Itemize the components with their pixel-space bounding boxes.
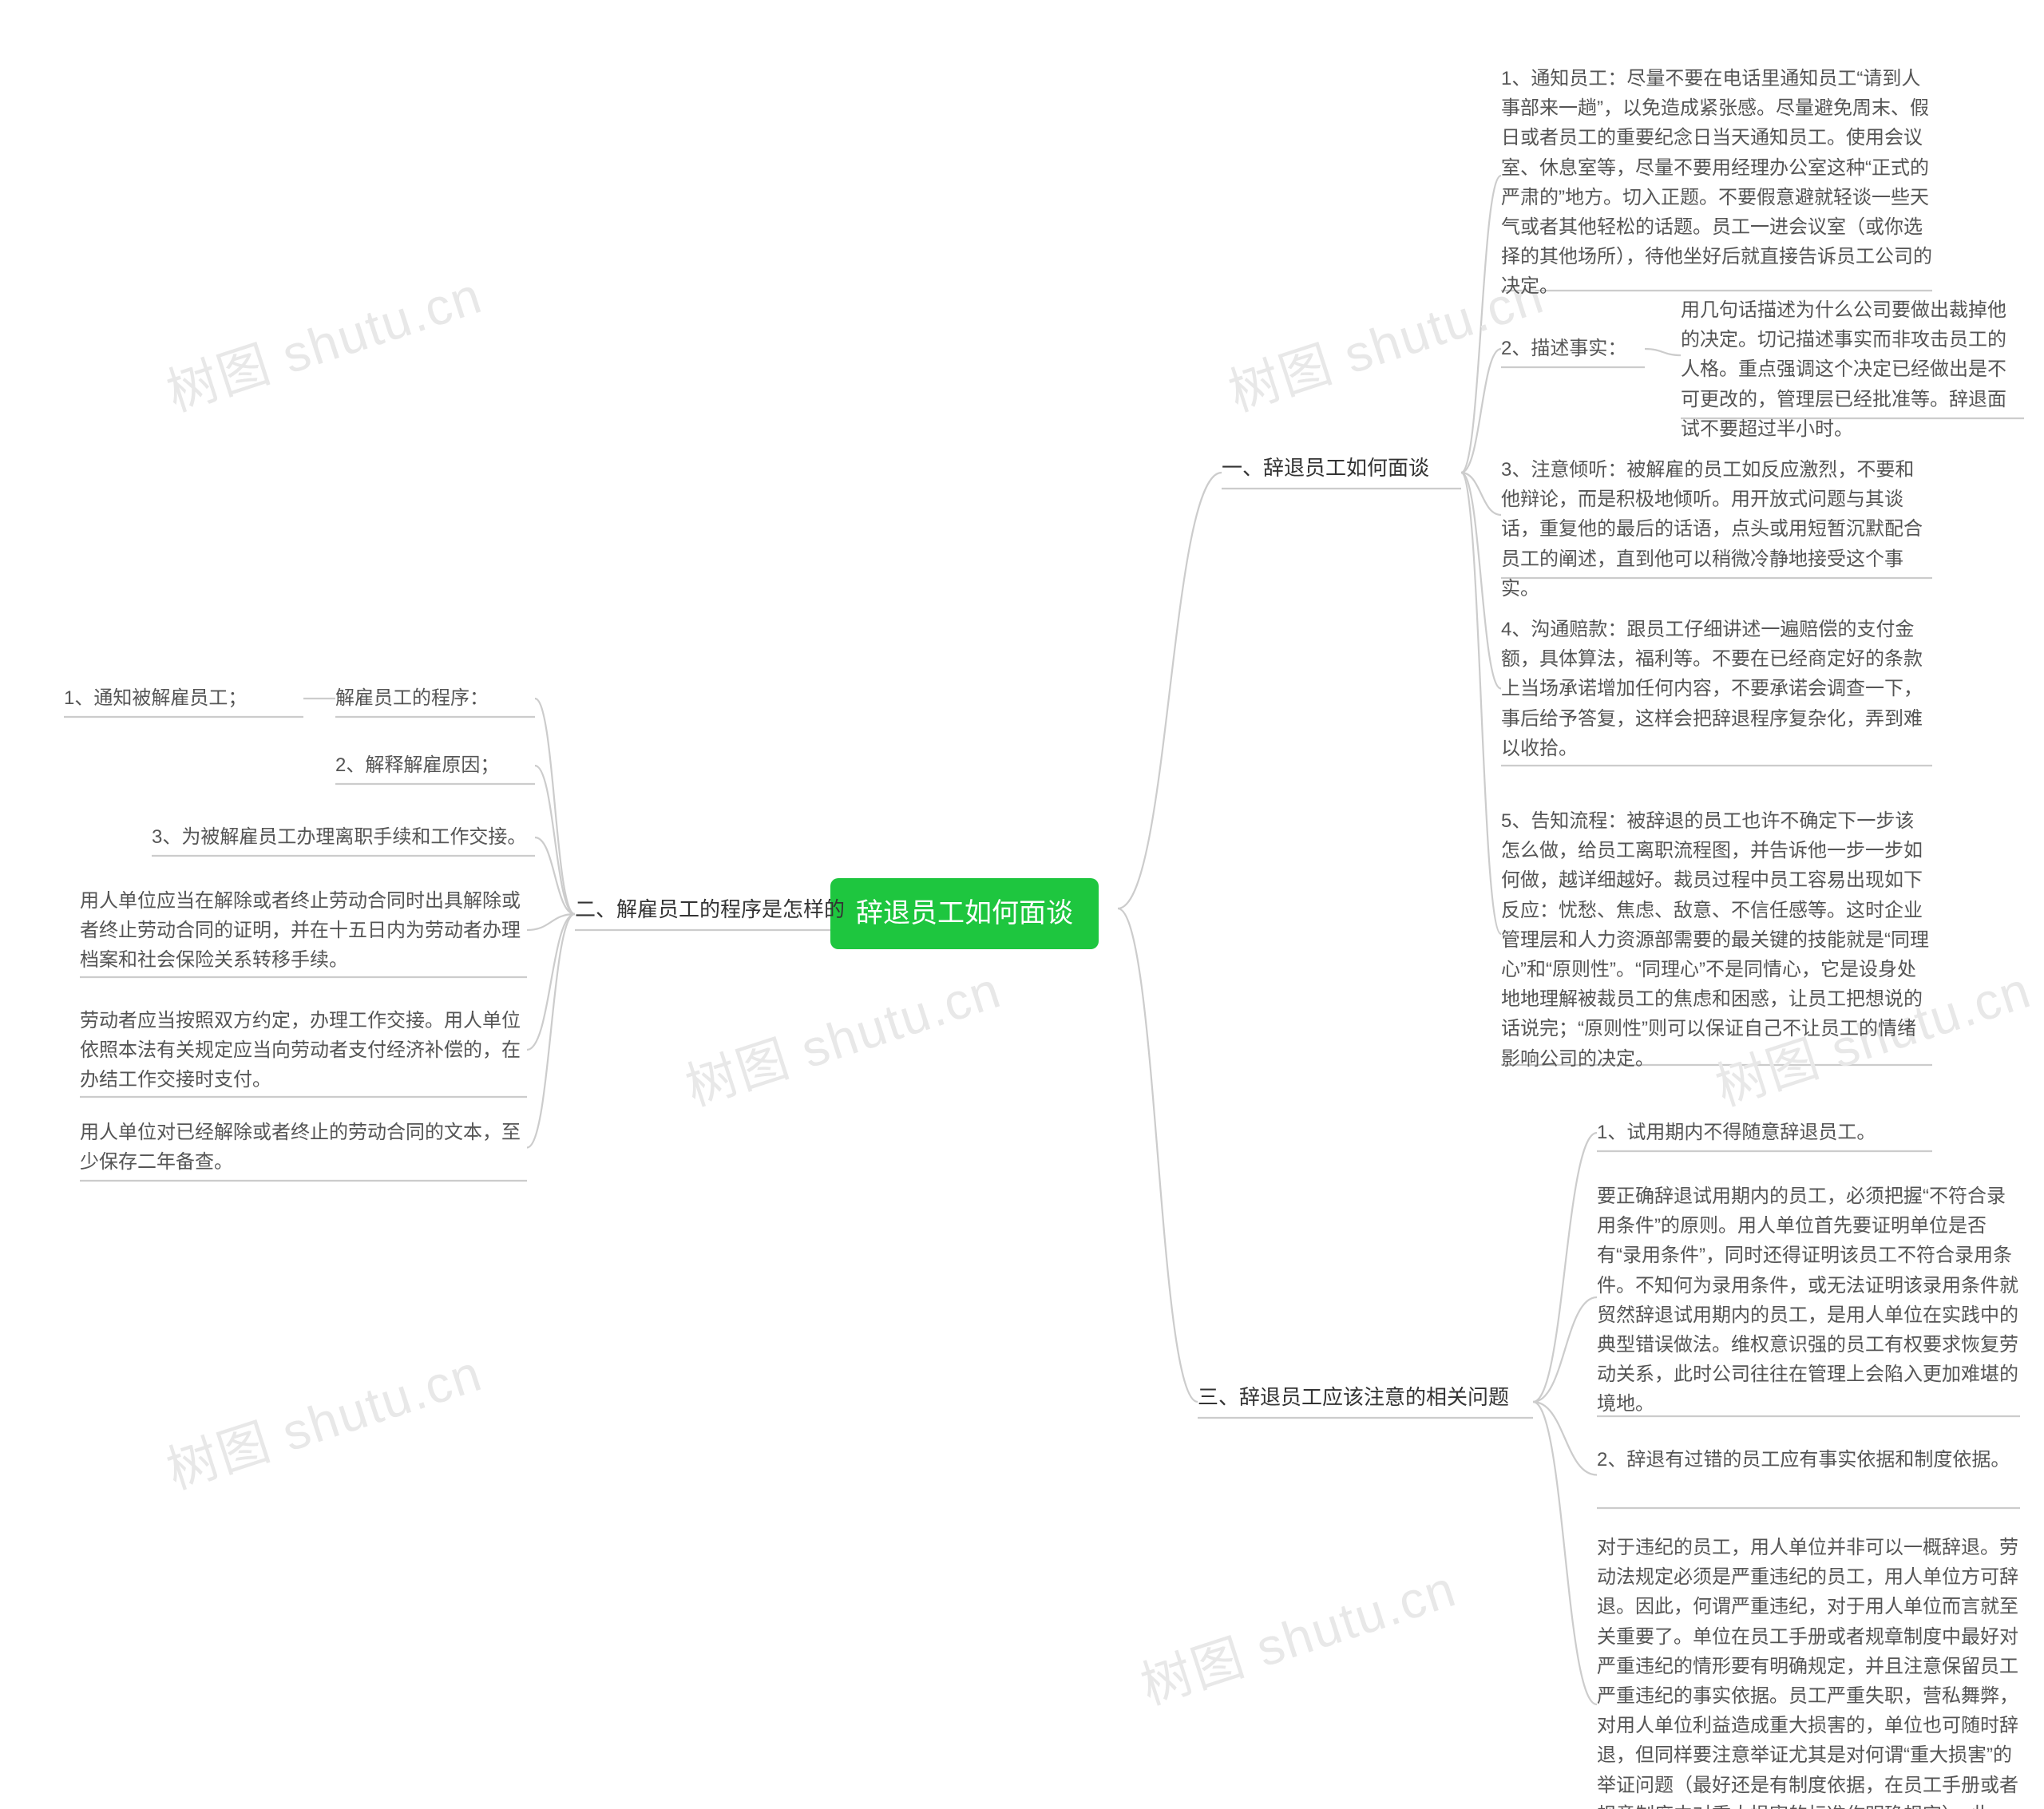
center-node: 辞退员工如何面谈 <box>830 878 1099 949</box>
watermark: 树图 shutu.cn <box>1131 1548 1464 1719</box>
leaf-b1c4: 4、沟通赔款：跟员工仔细讲述一遍赔偿的支付金额，具体算法，福利等。不要在已经商定… <box>1501 615 1932 763</box>
leaf-b1c1: 1、通知员工：尽量不要在电话里通知员工“请到人事部来一趟”，以免造成紧张感。尽量… <box>1501 64 1932 302</box>
leaf-b2c4: 用人单位应当在解除或者终止劳动合同时出具解除或者终止劳动合同的证明，并在十五日内… <box>80 886 527 976</box>
leaf-b2c2: 2、解释解雇原因； <box>335 750 535 780</box>
leaf-b1c2a: 用几句话描述为什么公司要做出裁掉他的决定。切记描述事实而非攻击员工的人格。重点强… <box>1681 295 2024 444</box>
leaf-b3c1: 1、试用期内不得随意辞退员工。 <box>1597 1118 1932 1147</box>
leaf-b1c2: 2、描述事实： <box>1501 334 1645 363</box>
leaf-b3c2: 要正确辞退试用期内的员工，必须把握“不符合录用条件”的原则。用人单位首先要证明单… <box>1597 1182 2020 1419</box>
branch-b2: 二、解雇员工的程序是怎样的 <box>575 893 862 925</box>
leaf-b2c3: 3、为被解雇员工办理离职手续和工作交接。 <box>152 822 535 852</box>
leaf-b2c6: 用人单位对已经解除或者终止的劳动合同的文本，至少保存二年备查。 <box>80 1118 527 1177</box>
watermark: 树图 shutu.cn <box>675 949 1009 1120</box>
leaf-b1c3: 3、注意倾听：被解雇的员工如反应激烈，不要和他辩论，而是积极地倾听。用开放式问题… <box>1501 455 1932 604</box>
watermark: 树图 shutu.cn <box>156 1332 490 1503</box>
leaf-b2c1a: 1、通知被解雇员工； <box>64 683 303 713</box>
leaf-b3c4: 对于违纪的员工，用人单位并非可以一概辞退。劳动法规定必须是严重违纪的员工，用人单… <box>1597 1533 2020 1809</box>
leaf-b2c5: 劳动者应当按照双方约定，办理工作交接。用人单位依照本法有关规定应当向劳动者支付经… <box>80 1006 527 1095</box>
leaf-b1c5: 5、告知流程：被辞退的员工也许不确定下一步该怎么做，给员工离职流程图，并告诉他一… <box>1501 806 1932 1074</box>
branch-b3: 三、辞退员工应该注意的相关问题 <box>1198 1381 1533 1413</box>
branch-b1: 一、辞退员工如何面谈 <box>1222 452 1461 484</box>
leaf-b3c3: 2、辞退有过错的员工应有事实依据和制度依据。 <box>1597 1445 2020 1475</box>
watermark: 树图 shutu.cn <box>156 255 490 426</box>
leaf-b2c1: 解雇员工的程序： <box>335 683 535 713</box>
